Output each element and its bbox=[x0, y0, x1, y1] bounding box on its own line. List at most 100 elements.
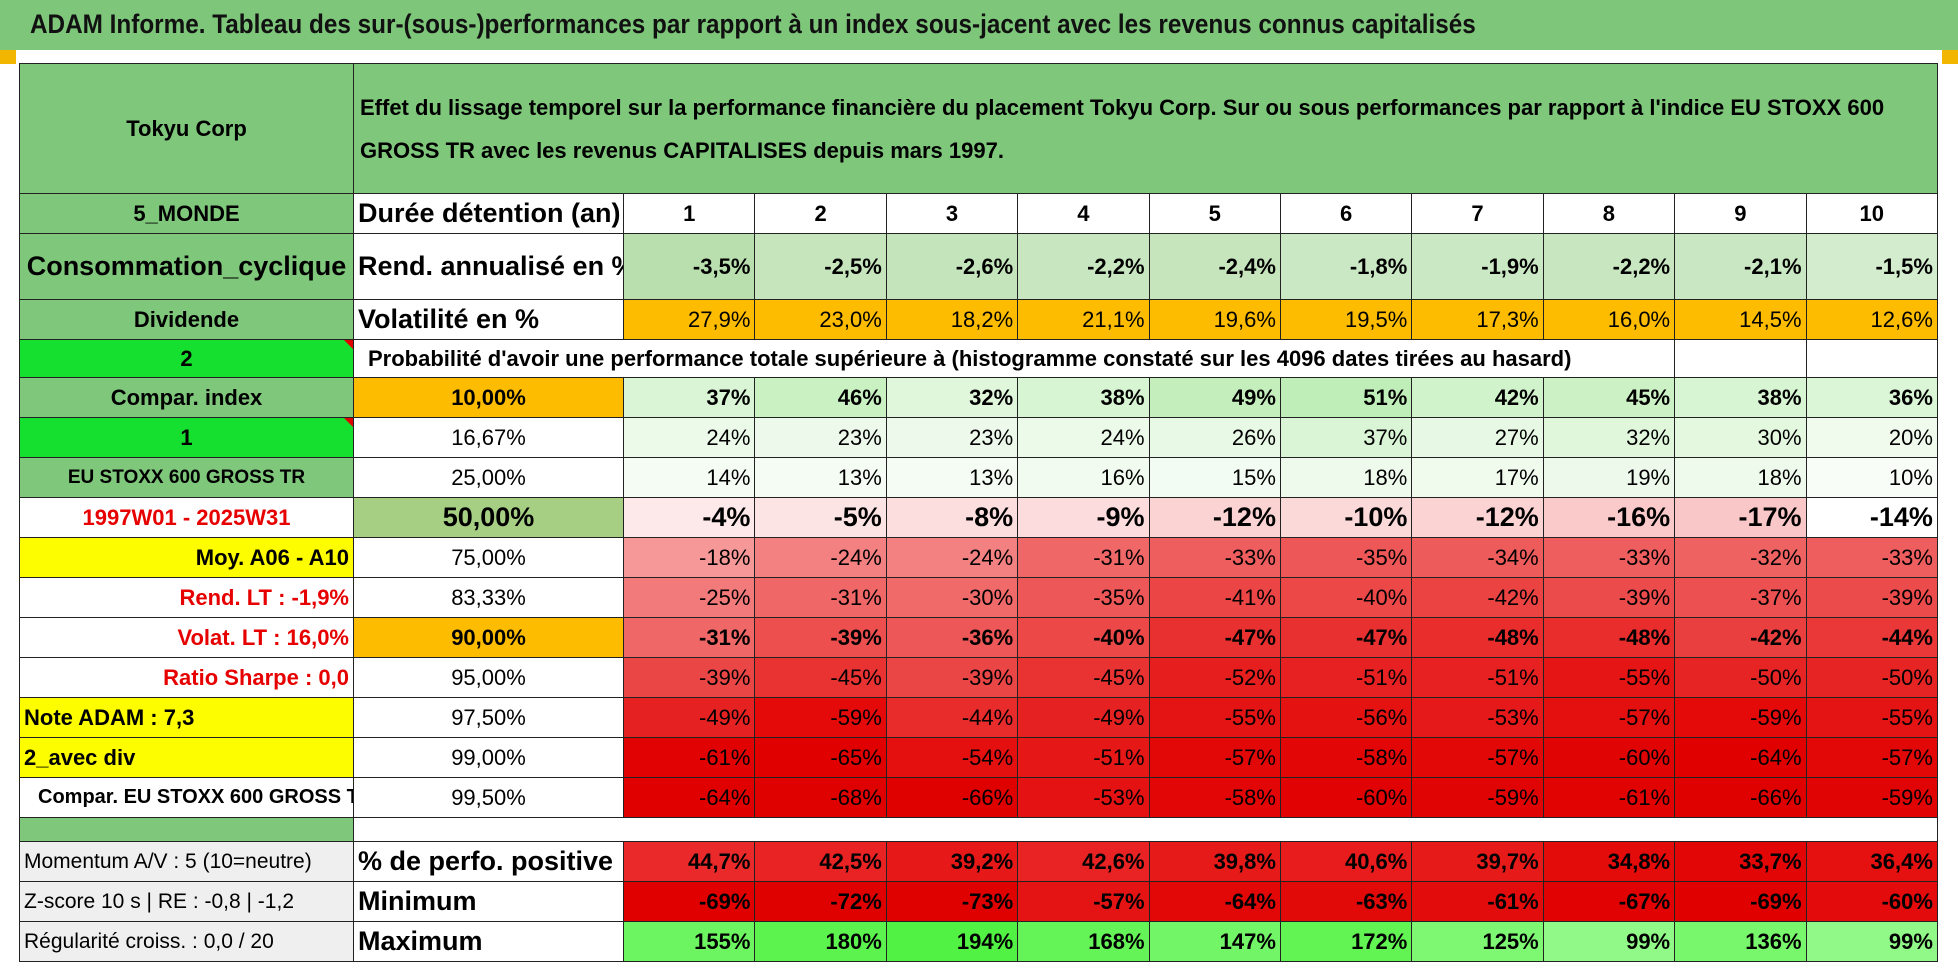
prob-cell: -39% bbox=[1805, 577, 1938, 618]
prob-cell: -17% bbox=[1674, 497, 1807, 538]
performance-table: Tokyu Corp Effet du lissage temporel sur… bbox=[19, 63, 1938, 976]
year-10: 10 bbox=[1805, 193, 1938, 234]
prob-cell: 13% bbox=[754, 457, 887, 498]
moy-label: Moy. A06 - A10 bbox=[19, 537, 354, 578]
prob-cell: 10% bbox=[1805, 457, 1938, 498]
selector-dropdown-2[interactable]: 1 bbox=[19, 417, 354, 458]
prob-cell: -52% bbox=[1148, 657, 1281, 698]
threshold-cell: 95,00% bbox=[353, 657, 624, 698]
threshold-cell: 97,50% bbox=[353, 697, 624, 738]
prob-cell: -66% bbox=[1674, 777, 1807, 818]
stat-label: Minimum bbox=[353, 881, 624, 922]
year-7: 7 bbox=[1411, 193, 1544, 234]
prob-cell: 46% bbox=[754, 377, 887, 418]
rend-cell: -3,5% bbox=[622, 233, 756, 300]
prob-cell: -42% bbox=[1411, 577, 1544, 618]
prob-cell: -12% bbox=[1411, 497, 1544, 538]
stat-cell: -72% bbox=[754, 881, 887, 922]
vol-cell: 23,0% bbox=[754, 299, 887, 340]
stat-cell: -69% bbox=[1674, 881, 1807, 922]
prob-cell: -64% bbox=[1674, 737, 1807, 778]
prob-cell: 38% bbox=[1017, 377, 1150, 418]
rend-cell: -2,1% bbox=[1674, 233, 1807, 300]
prob-cell: -39% bbox=[885, 657, 1019, 698]
prob-cell: 36% bbox=[1805, 377, 1938, 418]
prob-cell: 23% bbox=[885, 417, 1019, 458]
stat-cell: 172% bbox=[1279, 921, 1413, 962]
stat-cell: 39,8% bbox=[1148, 841, 1281, 882]
prob-cell: 17% bbox=[1411, 457, 1544, 498]
stat-cell: 42,5% bbox=[754, 841, 887, 882]
stat-label: Maximum bbox=[353, 921, 624, 962]
prob-cell: -57% bbox=[1411, 737, 1544, 778]
prob-cell: -55% bbox=[1805, 697, 1938, 738]
prob-cell: -66% bbox=[885, 777, 1019, 818]
prob-cell: -53% bbox=[1411, 697, 1544, 738]
momentum-label: Momentum A/V : 5 (10=neutre) bbox=[19, 841, 354, 882]
stat-cell: 36,4% bbox=[1805, 841, 1938, 882]
stat-cell: -73% bbox=[885, 881, 1019, 922]
rend-cell: -1,8% bbox=[1279, 233, 1413, 300]
prob-cell: -30% bbox=[885, 577, 1019, 618]
prob-cell: -31% bbox=[622, 617, 756, 658]
rend-cell: -2,2% bbox=[1542, 233, 1676, 300]
report-title: ADAM Informe. Tableau des sur-(sous-)per… bbox=[30, 9, 1476, 39]
prob-cell: -51% bbox=[1279, 657, 1413, 698]
threshold-cell: 90,00% bbox=[353, 617, 624, 658]
prob-cell: -47% bbox=[1148, 617, 1281, 658]
prob-cell: -44% bbox=[885, 697, 1019, 738]
prob-cell: -50% bbox=[1805, 657, 1938, 698]
prob-cell: -50% bbox=[1674, 657, 1807, 698]
title-bar: ADAM Informe. Tableau des sur-(sous-)per… bbox=[0, 0, 1958, 50]
prob-cell: -59% bbox=[754, 697, 887, 738]
stat-cell: 99% bbox=[1805, 921, 1938, 962]
selector-dropdown-1[interactable]: 2 bbox=[19, 339, 354, 378]
prob-cell: 13% bbox=[885, 457, 1019, 498]
stat-cell: -64% bbox=[1148, 881, 1281, 922]
year-6: 6 bbox=[1279, 193, 1413, 234]
prob-cell: 37% bbox=[1279, 417, 1413, 458]
zscore-label: Z-score 10 s | RE : -0,8 | -1,2 bbox=[19, 881, 354, 922]
stat-cell: 39,2% bbox=[885, 841, 1019, 882]
prob-cell: 15% bbox=[1148, 457, 1281, 498]
prob-cell: 32% bbox=[885, 377, 1019, 418]
prob-cell: 19% bbox=[1542, 457, 1676, 498]
stat-cell: -63% bbox=[1279, 881, 1413, 922]
prob-cell: -39% bbox=[1542, 577, 1676, 618]
prob-cell: -32% bbox=[1674, 537, 1807, 578]
rend-cell: -2,4% bbox=[1148, 233, 1281, 300]
div-mode: 2_avec div bbox=[19, 737, 354, 778]
prob-cell: -31% bbox=[754, 577, 887, 618]
prob-cell: -58% bbox=[1279, 737, 1413, 778]
stat-cell: 33,7% bbox=[1674, 841, 1807, 882]
stat-cell: 40,6% bbox=[1279, 841, 1413, 882]
prob-cell: -40% bbox=[1279, 577, 1413, 618]
stat-cell: 168% bbox=[1017, 921, 1150, 962]
prob-cell: -54% bbox=[885, 737, 1019, 778]
year-8: 8 bbox=[1542, 193, 1676, 234]
prob-cell: 38% bbox=[1674, 377, 1807, 418]
sector-label: Consommation_cyclique bbox=[19, 233, 354, 300]
prob-cell: 14% bbox=[622, 457, 756, 498]
prob-cell: -41% bbox=[1148, 577, 1281, 618]
holding-label: Durée détention (an) bbox=[353, 193, 624, 234]
prob-cell: -48% bbox=[1542, 617, 1676, 658]
stat-cell: -69% bbox=[622, 881, 756, 922]
prob-cell: 42% bbox=[1411, 377, 1544, 418]
vol-cell: 21,1% bbox=[1017, 299, 1150, 340]
regularite-label: Régularité croiss. : 0,0 / 20 bbox=[19, 921, 354, 962]
prob-cell: 51% bbox=[1279, 377, 1413, 418]
stat-cell: 194% bbox=[885, 921, 1019, 962]
prob-cell: -44% bbox=[1805, 617, 1938, 658]
note-adam: Note ADAM : 7,3 bbox=[19, 697, 354, 738]
compar-index-label: Compar. index bbox=[19, 377, 354, 418]
rend-cell: -1,9% bbox=[1411, 233, 1544, 300]
description: Effet du lissage temporel sur la perform… bbox=[353, 63, 1938, 194]
stat-cell: 44,7% bbox=[622, 841, 756, 882]
prob-cell: 20% bbox=[1805, 417, 1938, 458]
prob-cell: -5% bbox=[754, 497, 887, 538]
prob-cell: -55% bbox=[1148, 697, 1281, 738]
vol-cell: 16,0% bbox=[1542, 299, 1676, 340]
prob-cell: -51% bbox=[1411, 657, 1544, 698]
prob-cell: -57% bbox=[1542, 697, 1676, 738]
